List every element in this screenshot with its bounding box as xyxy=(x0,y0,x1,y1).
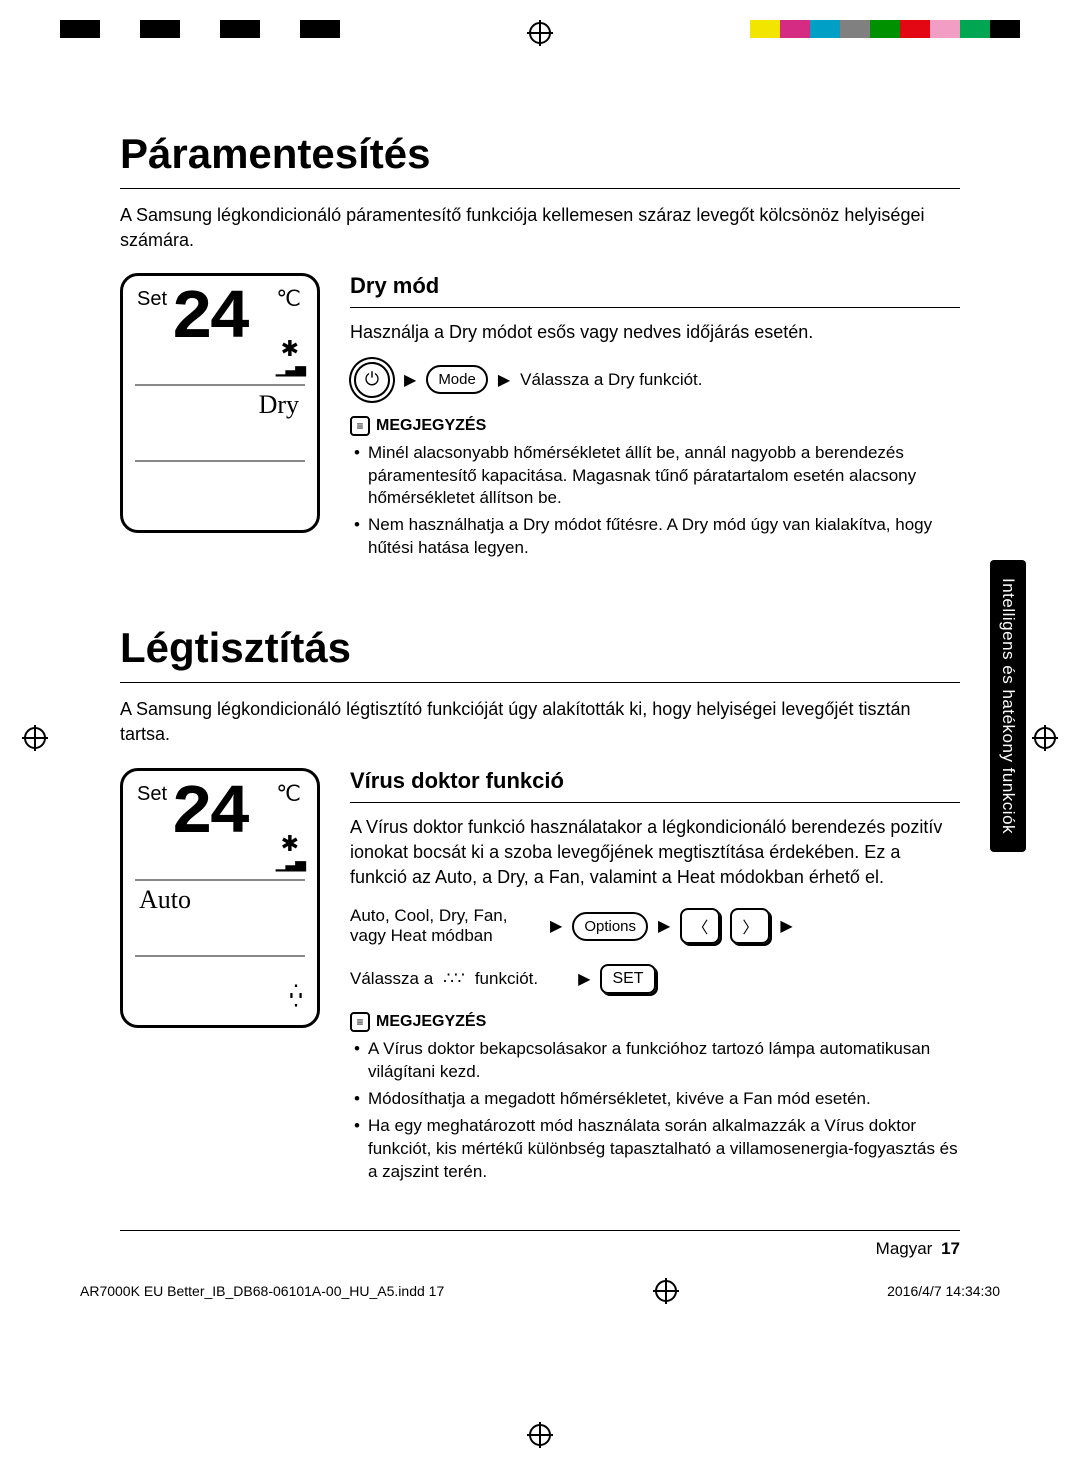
note-heading: ≡ MEGJEGYZÉS xyxy=(350,416,960,436)
print-file: AR7000K EU Better_IB_DB68-06101A-00_HU_A… xyxy=(80,1283,444,1299)
step-text: Válassza a Dry funkciót. xyxy=(520,370,702,390)
options-button-icon: Options xyxy=(572,912,648,941)
reg-block xyxy=(180,20,220,38)
remote-set-label: Set xyxy=(137,288,167,311)
section1-title: Páramentesítés xyxy=(120,130,960,178)
note-item: Nem használhatja a Dry módot fűtésre. A … xyxy=(354,514,960,560)
divider xyxy=(135,460,305,462)
reg-block xyxy=(60,20,100,38)
registration-mark xyxy=(655,1280,677,1302)
arrow-icon: ▶ xyxy=(550,916,562,936)
reg-block xyxy=(260,20,300,38)
divider xyxy=(350,307,960,308)
right-button-icon: 〉 xyxy=(730,908,770,944)
step-select-pre: Válassza a xyxy=(350,969,433,989)
signal-bars-icon: ▁▃▅ xyxy=(276,855,305,872)
section1-intro: A Samsung légkondicionáló páramentesítő … xyxy=(120,203,960,253)
fan-icon: ✱ xyxy=(281,831,299,857)
arrow-icon: ▶ xyxy=(780,916,792,936)
power-icon: ⏻ xyxy=(354,362,390,398)
remote-display-auto: Set ℃ 24 ✱ ▁▃▅ Auto ∴∵ xyxy=(120,768,320,1028)
divider xyxy=(350,802,960,803)
remote-temp: 24 xyxy=(171,775,247,854)
section2-intro: A Samsung légkondicionáló légtisztító fu… xyxy=(120,697,960,747)
note-icon: ≡ xyxy=(350,1012,370,1032)
divider xyxy=(135,955,305,957)
section2-title: Légtisztítás xyxy=(120,624,960,672)
arrow-icon: ▶ xyxy=(578,969,590,989)
section2-subtext: A Vírus doktor funkció használatakor a l… xyxy=(350,815,960,891)
remote-set-label: Set xyxy=(137,783,167,806)
step-pre-text: Auto, Cool, Dry, Fan, vagy Heat módban xyxy=(350,906,540,946)
reg-block xyxy=(220,20,260,38)
registration-mark xyxy=(24,727,46,749)
note-icon: ≡ xyxy=(350,416,370,436)
page-footer: Magyar 17 xyxy=(120,1230,960,1259)
arrow-icon: ▶ xyxy=(404,370,416,390)
virus-step-sequence-1: Auto, Cool, Dry, Fan, vagy Heat módban ▶… xyxy=(350,906,960,946)
registration-mark xyxy=(529,22,551,44)
set-button-icon: SET xyxy=(600,964,655,994)
section2-subtitle: Vírus doktor funkció xyxy=(350,768,960,794)
section2-notes: A Vírus doktor bekapcsolásakor a funkció… xyxy=(350,1038,960,1184)
remote-mode: Dry xyxy=(135,386,305,420)
section1-subtext: Használja a Dry módot esős vagy nedves i… xyxy=(350,320,960,345)
remote-unit: ℃ xyxy=(276,781,301,807)
reg-block xyxy=(870,20,900,38)
remote-mode: Auto xyxy=(135,881,305,915)
note-label: MEGJEGYZÉS xyxy=(376,1013,486,1031)
reg-block xyxy=(300,20,340,38)
section1-subtitle: Dry mód xyxy=(350,273,960,299)
reg-block xyxy=(990,20,1020,38)
note-item: A Vírus doktor bekapcsolásakor a funkció… xyxy=(354,1038,960,1084)
remote-temp: 24 xyxy=(171,280,247,359)
footer-page: 17 xyxy=(941,1239,960,1258)
registration-mark xyxy=(529,1424,551,1446)
step-select-post: funkciót. xyxy=(475,969,538,989)
virus-doctor-icon-inline: ∴∵ xyxy=(443,969,465,989)
divider xyxy=(120,682,960,683)
remote-unit: ℃ xyxy=(276,286,301,312)
virus-step-sequence-2: Válassza a ∴∵ funkciót. ▶ SET xyxy=(350,964,960,994)
footer-lang: Magyar xyxy=(876,1239,933,1258)
reg-block xyxy=(750,20,780,38)
note-label: MEGJEGYZÉS xyxy=(376,417,486,435)
divider xyxy=(120,188,960,189)
note-item: Ha egy meghatározott mód használata sorá… xyxy=(354,1115,960,1184)
reg-block xyxy=(900,20,930,38)
reg-block xyxy=(840,20,870,38)
reg-block xyxy=(140,20,180,38)
registration-mark xyxy=(1034,727,1056,749)
reg-block xyxy=(810,20,840,38)
fan-icon: ✱ xyxy=(281,336,299,362)
reg-block xyxy=(100,20,140,38)
print-date: 2016/4/7 14:34:30 xyxy=(887,1283,1000,1299)
section1-notes: Minél alacsonyabb hőmérsékletet állít be… xyxy=(350,442,960,561)
reg-block xyxy=(930,20,960,38)
section-side-tab: Intelligens és hatékony funkciók xyxy=(990,560,1026,852)
virus-doctor-icon: ∴∵ xyxy=(289,985,303,1007)
arrow-icon: ▶ xyxy=(498,370,510,390)
reg-block xyxy=(780,20,810,38)
left-button-icon: 〈 xyxy=(680,908,720,944)
note-item: Módosíthatja a megadott hőmérsékletet, k… xyxy=(354,1088,960,1111)
signal-bars-icon: ▁▃▅ xyxy=(276,360,305,377)
reg-block xyxy=(960,20,990,38)
note-item: Minél alacsonyabb hőmérsékletet állít be… xyxy=(354,442,960,511)
print-footer: AR7000K EU Better_IB_DB68-06101A-00_HU_A… xyxy=(80,1280,1000,1302)
mode-button-icon: Mode xyxy=(426,365,488,394)
remote-display-dry: Set ℃ 24 ✱ ▁▃▅ Dry xyxy=(120,273,320,533)
note-heading: ≡ MEGJEGYZÉS xyxy=(350,1012,960,1032)
arrow-icon: ▶ xyxy=(658,916,670,936)
dry-step-sequence: ⏻ ▶ Mode ▶ Válassza a Dry funkciót. xyxy=(350,362,960,398)
